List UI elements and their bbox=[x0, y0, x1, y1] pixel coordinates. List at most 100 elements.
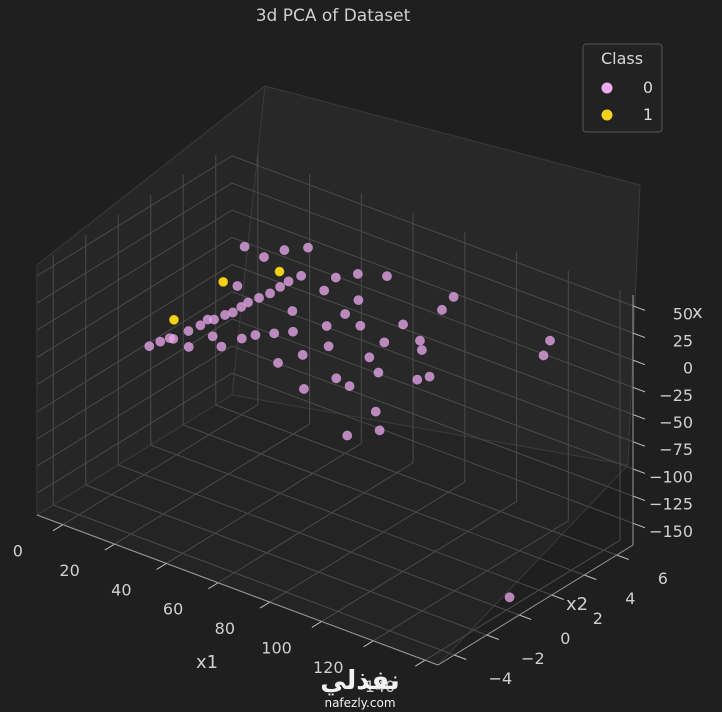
data-point-class-0 bbox=[379, 337, 390, 348]
z-grid-line-left bbox=[36, 291, 233, 413]
data-point-class-0 bbox=[355, 320, 366, 331]
z-tick-mark bbox=[632, 305, 646, 311]
x-grid-line-floor bbox=[269, 481, 466, 603]
z-tick-label: −75 bbox=[659, 440, 693, 459]
data-point-class-0 bbox=[232, 281, 243, 291]
legend-marker-class-0 bbox=[601, 82, 613, 94]
z-grid-line-right bbox=[231, 318, 634, 470]
data-point-class-0 bbox=[342, 430, 353, 441]
data-point-class-0 bbox=[168, 333, 179, 344]
y-tick-label: −2 bbox=[521, 649, 545, 668]
data-point-class-0 bbox=[504, 592, 515, 603]
data-point-class-0 bbox=[297, 349, 308, 360]
data-point-class-0 bbox=[303, 242, 313, 253]
x-tick-label: 60 bbox=[163, 600, 183, 619]
y-grid-line-floor bbox=[150, 444, 552, 596]
data-point-class-0 bbox=[227, 307, 238, 318]
x-tick-label: 140 bbox=[365, 677, 396, 696]
z-tick-label: −100 bbox=[649, 467, 693, 486]
x-tick-mark bbox=[415, 659, 426, 667]
data-point-class-0 bbox=[353, 295, 364, 305]
y-tick-mark bbox=[551, 594, 564, 600]
x-tick-mark bbox=[52, 524, 64, 532]
watermark: نفذلي nafezly.com bbox=[320, 666, 400, 710]
x-tick-mark bbox=[156, 562, 167, 570]
data-point-class-0 bbox=[202, 314, 213, 325]
data-point-class-0 bbox=[236, 333, 247, 344]
x-tick-label: 20 bbox=[59, 561, 79, 580]
data-point-class-0 bbox=[344, 381, 355, 392]
data-points bbox=[144, 241, 555, 603]
data-point-class-0 bbox=[331, 373, 342, 384]
legend: Class 0 1 bbox=[582, 43, 663, 133]
data-point-class-0 bbox=[323, 341, 334, 352]
data-point-class-0 bbox=[416, 345, 427, 355]
y-grid-line-floor bbox=[53, 504, 455, 656]
data-point-class-0 bbox=[299, 384, 309, 394]
y-tick-mark bbox=[519, 614, 532, 620]
z-tick-mark bbox=[632, 359, 646, 366]
y-tick-mark bbox=[584, 574, 597, 580]
data-point-class-0 bbox=[424, 371, 435, 382]
data-point-class-0 bbox=[275, 281, 286, 292]
y-tick-mark bbox=[454, 654, 467, 660]
y-tick-label: 2 bbox=[593, 609, 603, 628]
z-tick-mark bbox=[632, 468, 646, 474]
legend-marker-class-1 bbox=[601, 109, 613, 121]
z-grid-line-right bbox=[231, 209, 634, 361]
data-point-class-0 bbox=[288, 326, 298, 337]
data-point-class-0 bbox=[265, 288, 275, 299]
y-tick-label: −4 bbox=[489, 669, 513, 688]
data-point-class-0 bbox=[216, 341, 227, 352]
data-point-class-0 bbox=[239, 241, 250, 252]
data-point-class-0 bbox=[254, 292, 264, 303]
x-tick-mark bbox=[208, 582, 219, 590]
z-grid-line-right bbox=[231, 236, 634, 388]
z-tick-label: 0 bbox=[683, 359, 693, 378]
data-point-class-0 bbox=[415, 335, 425, 346]
data-point-class-0 bbox=[144, 341, 155, 352]
data-point-class-0 bbox=[330, 272, 341, 283]
z-tick-label: 50 bbox=[673, 304, 693, 323]
x-tick-label: 40 bbox=[111, 580, 131, 599]
axis-panes bbox=[35, 84, 641, 666]
data-point-class-0 bbox=[287, 306, 298, 316]
data-point-class-0 bbox=[283, 276, 294, 287]
z-grid-line-right bbox=[231, 182, 634, 334]
z-grid-line-right bbox=[231, 291, 634, 443]
data-point-class-0 bbox=[538, 350, 549, 361]
y-tick-mark bbox=[616, 554, 629, 560]
data-point-class-0 bbox=[437, 304, 447, 315]
data-point-class-0 bbox=[370, 406, 381, 417]
data-point-class-1 bbox=[218, 276, 229, 287]
z-grid-line-left bbox=[36, 318, 233, 440]
data-point-class-0 bbox=[236, 302, 247, 312]
z-tick-label: −25 bbox=[659, 386, 693, 405]
y-tick-mark bbox=[486, 634, 499, 640]
y-tick-label: 0 bbox=[560, 629, 570, 648]
data-point-class-0 bbox=[259, 252, 269, 262]
y-grid-line-floor bbox=[183, 424, 585, 576]
x-tick-mark bbox=[363, 640, 374, 648]
z-tick-mark bbox=[632, 441, 646, 447]
x-grid-line-floor bbox=[217, 462, 414, 584]
y-axis-line bbox=[437, 544, 634, 666]
x-grid-line-floor bbox=[373, 520, 569, 642]
x-grid-line-floor bbox=[321, 501, 517, 622]
x-tick-label: 120 bbox=[313, 658, 344, 677]
data-point-class-0 bbox=[382, 271, 392, 282]
data-point-class-0 bbox=[545, 335, 555, 346]
x-tick-mark bbox=[259, 601, 271, 609]
chart-title: 3d PCA of Dataset bbox=[256, 6, 411, 26]
z-tick-label: −150 bbox=[649, 522, 693, 541]
data-point-class-0 bbox=[273, 358, 283, 368]
data-point-class-0 bbox=[207, 331, 218, 342]
data-point-class-0 bbox=[352, 269, 363, 279]
x-grid-line-floor bbox=[62, 404, 259, 526]
data-point-class-0 bbox=[340, 309, 351, 319]
z-grid-line-right bbox=[231, 372, 634, 524]
z-tick-mark bbox=[632, 414, 646, 420]
x-grid-line-floor bbox=[166, 442, 362, 564]
z-grid-line-left bbox=[36, 372, 233, 494]
data-point-class-0 bbox=[183, 341, 194, 352]
